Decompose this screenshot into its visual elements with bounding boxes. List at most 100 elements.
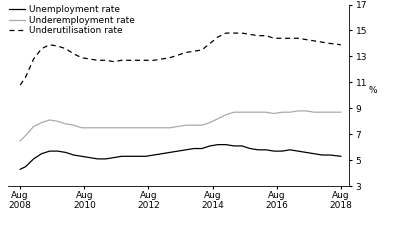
Unemployment rate xyxy=(55,150,60,153)
Underemployment rate xyxy=(168,126,172,129)
Underutilisation rate xyxy=(55,45,60,47)
Underutilisation rate xyxy=(168,56,172,59)
Unemployment rate xyxy=(288,148,293,151)
Unemployment rate xyxy=(79,155,84,158)
Underemployment rate xyxy=(151,126,156,129)
Unemployment rate xyxy=(168,151,172,154)
Underemployment rate xyxy=(183,124,188,126)
Unemployment rate xyxy=(248,147,252,150)
Unemployment rate xyxy=(304,151,308,154)
Unemployment rate xyxy=(39,152,44,155)
Underemployment rate xyxy=(31,125,36,128)
Unemployment rate xyxy=(63,151,68,154)
Underutilisation rate xyxy=(175,54,180,57)
Underutilisation rate xyxy=(288,37,293,40)
Y-axis label: %: % xyxy=(368,86,377,95)
Underutilisation rate xyxy=(95,59,100,62)
Underemployment rate xyxy=(103,126,108,129)
Underutilisation rate xyxy=(47,43,52,46)
Underutilisation rate xyxy=(183,51,188,54)
Unemployment rate xyxy=(200,147,204,150)
Underutilisation rate xyxy=(224,32,228,35)
Underutilisation rate xyxy=(87,58,92,60)
Underutilisation rate xyxy=(256,34,260,37)
Unemployment rate xyxy=(328,154,333,156)
Underemployment rate xyxy=(320,111,324,114)
Unemployment rate xyxy=(135,155,140,158)
Unemployment rate xyxy=(18,168,23,171)
Line: Underemployment rate: Underemployment rate xyxy=(20,111,341,141)
Underemployment rate xyxy=(256,111,260,114)
Underemployment rate xyxy=(304,110,308,112)
Unemployment rate xyxy=(175,150,180,153)
Underemployment rate xyxy=(208,121,212,124)
Underemployment rate xyxy=(127,126,132,129)
Unemployment rate xyxy=(143,155,148,158)
Underutilisation rate xyxy=(23,76,28,79)
Underutilisation rate xyxy=(312,39,316,42)
Underemployment rate xyxy=(279,111,284,114)
Underutilisation rate xyxy=(208,42,212,45)
Line: Underutilisation rate: Underutilisation rate xyxy=(20,33,341,85)
Underutilisation rate xyxy=(103,59,108,62)
Underutilisation rate xyxy=(328,42,333,45)
Underutilisation rate xyxy=(79,56,84,59)
Underemployment rate xyxy=(239,111,244,114)
Underutilisation rate xyxy=(135,59,140,62)
Unemployment rate xyxy=(312,152,316,155)
Unemployment rate xyxy=(338,155,343,158)
Unemployment rate xyxy=(95,158,100,160)
Underemployment rate xyxy=(95,126,100,129)
Unemployment rate xyxy=(224,143,228,146)
Underemployment rate xyxy=(264,111,268,114)
Underemployment rate xyxy=(71,124,76,126)
Unemployment rate xyxy=(103,158,108,160)
Underutilisation rate xyxy=(338,43,343,46)
Unemployment rate xyxy=(272,150,276,153)
Underemployment rate xyxy=(55,120,60,123)
Underemployment rate xyxy=(296,110,301,112)
Underemployment rate xyxy=(87,126,92,129)
Underemployment rate xyxy=(160,126,164,129)
Underemployment rate xyxy=(63,123,68,125)
Unemployment rate xyxy=(231,145,236,147)
Unemployment rate xyxy=(31,158,36,160)
Unemployment rate xyxy=(256,148,260,151)
Underemployment rate xyxy=(23,134,28,137)
Underemployment rate xyxy=(18,139,23,142)
Underemployment rate xyxy=(312,111,316,114)
Unemployment rate xyxy=(208,145,212,147)
Underutilisation rate xyxy=(119,59,124,62)
Unemployment rate xyxy=(264,148,268,151)
Underemployment rate xyxy=(338,111,343,114)
Underemployment rate xyxy=(191,124,196,126)
Underemployment rate xyxy=(272,112,276,115)
Underutilisation rate xyxy=(39,47,44,50)
Underemployment rate xyxy=(39,121,44,124)
Underemployment rate xyxy=(119,126,124,129)
Unemployment rate xyxy=(111,156,116,159)
Underutilisation rate xyxy=(279,37,284,40)
Underutilisation rate xyxy=(304,38,308,41)
Underutilisation rate xyxy=(216,36,220,38)
Unemployment rate xyxy=(191,147,196,150)
Underutilisation rate xyxy=(63,47,68,50)
Unemployment rate xyxy=(87,156,92,159)
Underutilisation rate xyxy=(231,32,236,35)
Underemployment rate xyxy=(288,111,293,114)
Underemployment rate xyxy=(248,111,252,114)
Underemployment rate xyxy=(231,111,236,114)
Unemployment rate xyxy=(23,165,28,168)
Underemployment rate xyxy=(224,114,228,116)
Underemployment rate xyxy=(135,126,140,129)
Underemployment rate xyxy=(79,126,84,129)
Line: Unemployment rate: Unemployment rate xyxy=(20,145,341,169)
Underutilisation rate xyxy=(111,60,116,63)
Underutilisation rate xyxy=(272,37,276,40)
Underutilisation rate xyxy=(71,52,76,55)
Unemployment rate xyxy=(296,150,301,153)
Underutilisation rate xyxy=(127,59,132,62)
Underutilisation rate xyxy=(143,59,148,62)
Underemployment rate xyxy=(328,111,333,114)
Unemployment rate xyxy=(151,154,156,156)
